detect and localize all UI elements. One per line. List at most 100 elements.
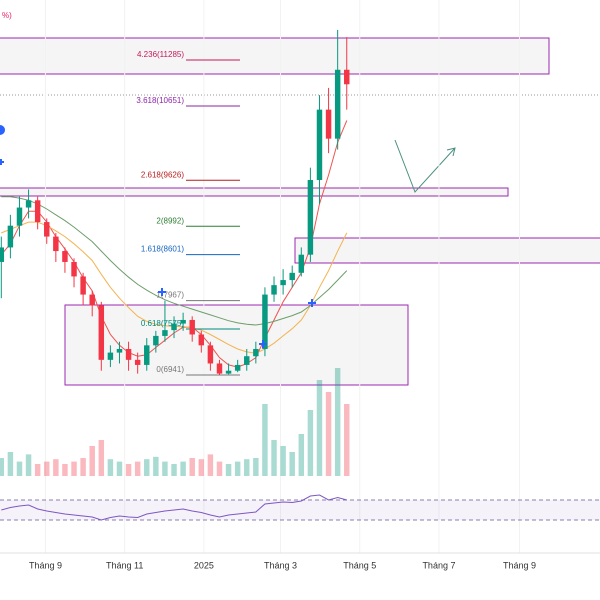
volume-bar: [334, 368, 341, 476]
plot: Tháng 9 Tháng 11 2025 Tháng 3 Tháng 5 Tháng 7…: [0, 0, 600, 570]
volume-bar: [107, 459, 114, 476]
x-tick-label: Tháng 11: [106, 560, 143, 570]
fib-label: 4.236(11285): [137, 50, 184, 59]
rsi-line: [1, 494, 347, 521]
candle-body: [189, 319, 195, 335]
candle-body: [89, 294, 95, 306]
volume-bar: [225, 464, 232, 476]
zones: [0, 37, 600, 386]
candle-body: [307, 179, 314, 255]
candle-body: [62, 251, 68, 262]
volume-bar: [162, 461, 168, 476]
x-tick-label: Tháng 5: [343, 560, 376, 570]
candle-body: [107, 352, 114, 360]
zone-box: [0, 37, 550, 75]
volume-bar: [71, 461, 77, 476]
candle-body: [289, 272, 295, 281]
volume-bar: [216, 461, 223, 476]
candle-body: [325, 109, 332, 139]
volume-bar: [180, 461, 186, 476]
candle-body: [207, 345, 214, 364]
marker-cross: [158, 288, 166, 296]
volume-bar: [34, 464, 41, 476]
x-tick-label: Tháng 9: [29, 560, 62, 570]
x-tick-label: 2025: [194, 560, 214, 570]
volume-bar: [44, 461, 50, 476]
volume-bar: [7, 452, 14, 476]
candle-body: [53, 236, 59, 252]
volume-bar: [289, 452, 295, 476]
volume-bar: [53, 459, 59, 476]
volume-bar: [298, 434, 305, 476]
marker-cross: [308, 299, 316, 307]
volume-bar: [89, 446, 95, 476]
candle-body: [253, 348, 259, 357]
fib-label: 3.618(10651): [136, 96, 184, 105]
volume-bar: [144, 459, 150, 476]
candle-body: [7, 225, 14, 248]
volume-bar: [234, 461, 241, 476]
volume-bar: [62, 464, 68, 476]
volume-bar: [25, 454, 32, 476]
volume-bar: [153, 456, 159, 476]
volume-bar: [116, 461, 123, 476]
candle-body: [244, 356, 250, 365]
marker-dot: [0, 125, 5, 135]
fib-label: 0.618(7575): [141, 319, 184, 328]
candle-body: [334, 69, 341, 139]
candle-body: [180, 319, 186, 324]
volume-bar: [80, 458, 86, 476]
volume-bar: [316, 380, 323, 476]
marker-cross: [0, 159, 4, 165]
candle-body: [98, 305, 105, 360]
candle-body: [0, 247, 5, 262]
candle-body: [71, 261, 77, 277]
zone-box: [64, 304, 409, 386]
zone-box: [0, 187, 509, 197]
x-tick-label: Tháng 3: [264, 560, 297, 570]
x-tick-label: Tháng 7: [422, 560, 455, 570]
marker-cross: [259, 340, 267, 348]
zone-box: [294, 237, 600, 264]
projection-sketch: [394, 139, 456, 193]
candle-body: [271, 285, 277, 295]
candle-body: [316, 109, 323, 180]
candle-body: [198, 334, 205, 346]
ma-line: [1, 196, 348, 326]
volume-bar: [271, 440, 277, 476]
fib-label: 1.618(8601): [141, 245, 184, 254]
candle-body: [171, 323, 177, 331]
volume-bar: [0, 458, 5, 476]
candle-body: [16, 207, 23, 226]
x-tick-label: Tháng 9: [503, 560, 536, 570]
candle-body: [280, 280, 286, 286]
rsi-band: [0, 500, 600, 520]
volume-bar: [207, 454, 214, 476]
volume-bar: [125, 464, 132, 476]
volume-bar: [262, 404, 268, 476]
candle-body: [234, 364, 241, 371]
volume-bar: [189, 458, 195, 476]
candle-body: [25, 200, 32, 208]
candle-body: [153, 335, 159, 346]
volume-bar: [16, 461, 23, 476]
volume-bar: [307, 410, 314, 476]
candle-body: [134, 359, 141, 365]
fib-label: 1(7967): [156, 291, 184, 300]
fib-label: 2.618(9626): [141, 170, 184, 179]
volume-bar: [325, 392, 332, 476]
candle-body: [125, 348, 132, 360]
corner-label: %): [2, 11, 12, 20]
candle-body: [34, 200, 41, 223]
candle-body: [298, 254, 305, 273]
candle-body: [116, 348, 123, 353]
volume-bar: [344, 404, 350, 476]
candle-body: [344, 69, 350, 85]
volume-bar: [171, 464, 177, 476]
candle-body: [44, 222, 50, 237]
candle-body: [225, 370, 232, 374]
fib-label: 0(6941): [156, 365, 184, 374]
markers: [0, 125, 316, 348]
volume-bar: [253, 458, 259, 476]
